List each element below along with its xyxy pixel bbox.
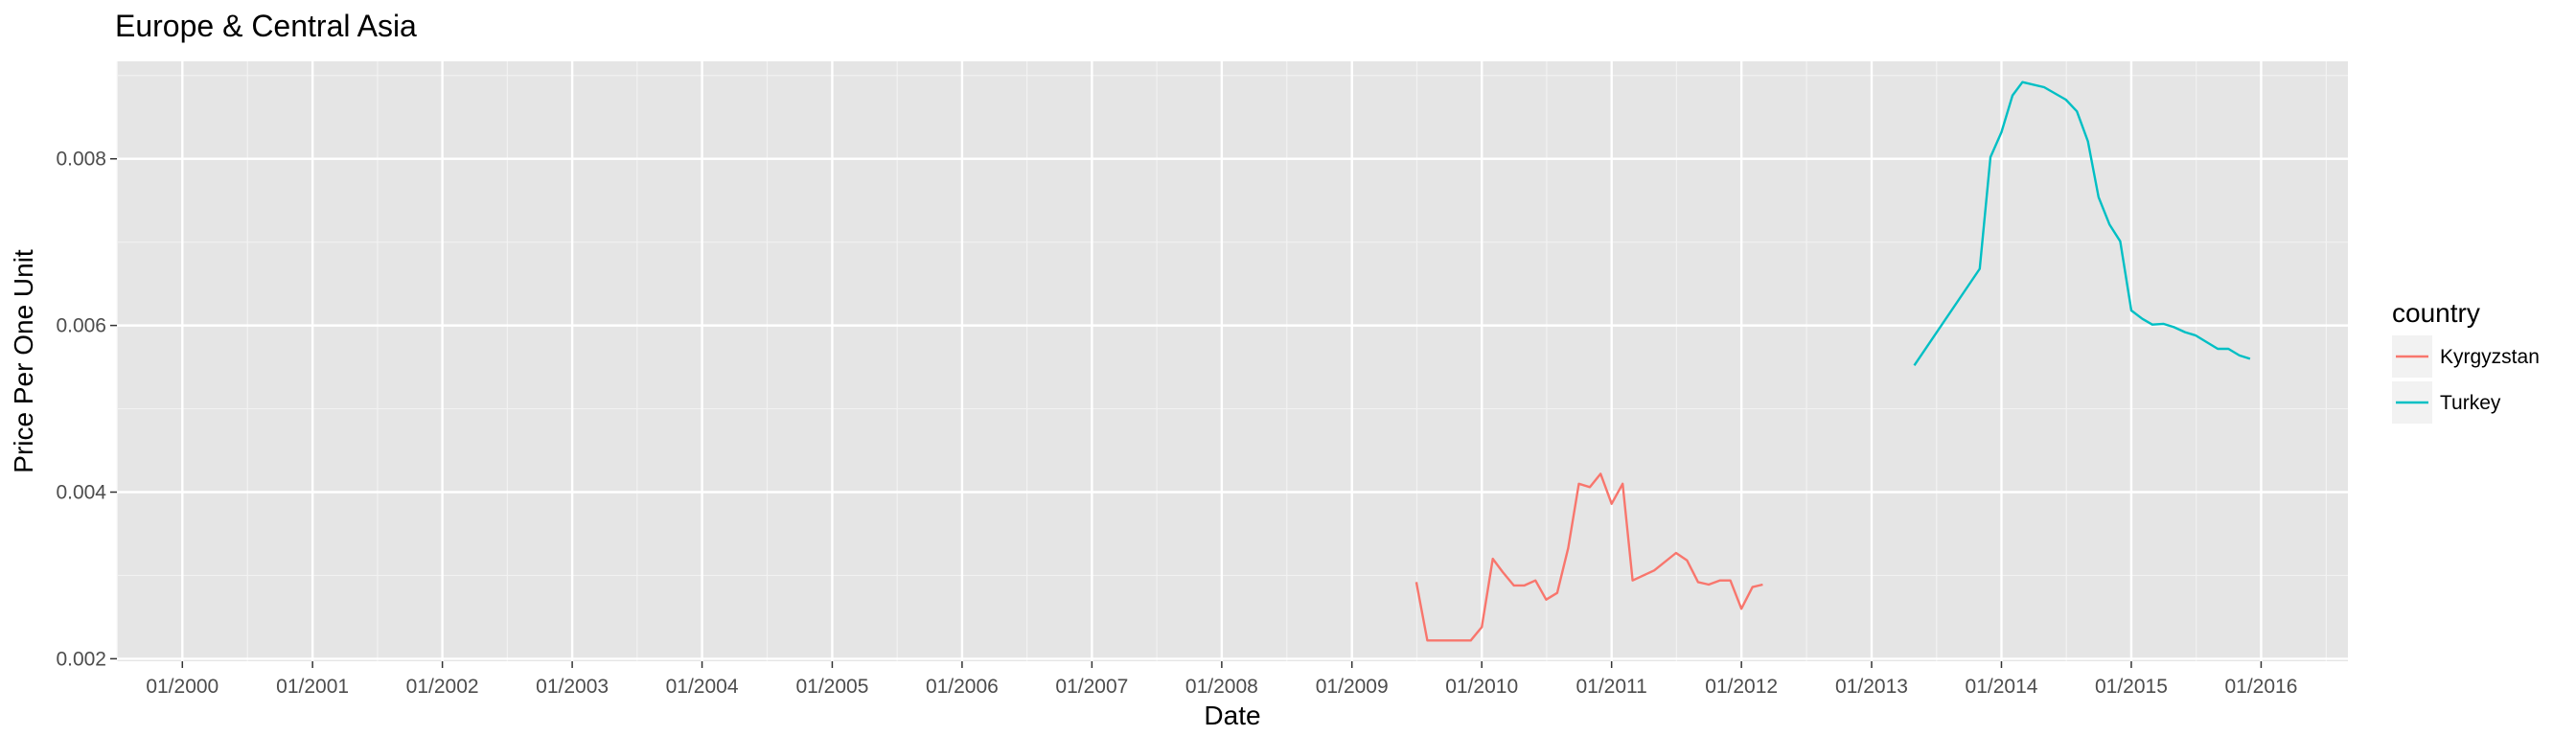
chart-title: Europe & Central Asia bbox=[115, 9, 417, 43]
minor-gridlines bbox=[116, 61, 2348, 661]
x-tick-label: 01/2013 bbox=[1835, 676, 1908, 698]
x-tick-label: 01/2004 bbox=[666, 676, 739, 698]
x-tick-label: 01/2016 bbox=[2224, 676, 2297, 698]
series-line-kyrgyzstan bbox=[1414, 472, 1763, 642]
x-tick-label: 01/2015 bbox=[2095, 676, 2168, 698]
x-tick-label: 01/2010 bbox=[1445, 676, 1518, 698]
legend-label: Kyrgyzstan bbox=[2440, 346, 2540, 368]
legend-label: Turkey bbox=[2440, 392, 2501, 414]
series-line-turkey bbox=[1913, 80, 2251, 366]
y-axis-title: Price Per One Unit bbox=[9, 249, 38, 473]
legend: country Kyrgyzstan Turkey bbox=[2392, 298, 2540, 424]
series-lines bbox=[1414, 80, 2251, 642]
x-tick-label: 01/2006 bbox=[926, 676, 999, 698]
x-tick-label: 01/2000 bbox=[146, 676, 218, 698]
y-tick-label: 0.006 bbox=[56, 315, 106, 337]
x-axis-title: Date bbox=[1204, 701, 1260, 730]
x-tick-label: 01/2012 bbox=[1705, 676, 1778, 698]
plot-panel bbox=[117, 61, 2348, 661]
y-tick-label: 0.004 bbox=[56, 482, 106, 504]
y-tick-label: 0.002 bbox=[56, 648, 106, 670]
x-tick-label: 01/2001 bbox=[276, 676, 349, 698]
x-tick-label: 01/2008 bbox=[1185, 676, 1258, 698]
x-tick-label: 01/2011 bbox=[1576, 676, 1646, 698]
x-tick-label: 01/2002 bbox=[406, 676, 479, 698]
x-axis: 01/2000 01/2001 01/2002 01/2003 01/2004 01/20… bbox=[146, 661, 2297, 698]
x-tick-label: 01/2005 bbox=[795, 676, 868, 698]
y-tick-label: 0.008 bbox=[56, 149, 106, 171]
x-tick-label: 01/2007 bbox=[1055, 676, 1128, 698]
x-tick-label: 01/2009 bbox=[1316, 676, 1389, 698]
x-tick-label: 01/2003 bbox=[536, 676, 609, 698]
y-axis: 0.002 0.004 0.006 0.008 bbox=[56, 149, 117, 670]
x-tick-label: 01/2014 bbox=[1966, 676, 2038, 698]
major-gridlines bbox=[117, 61, 2348, 661]
legend-title: country bbox=[2392, 298, 2480, 328]
